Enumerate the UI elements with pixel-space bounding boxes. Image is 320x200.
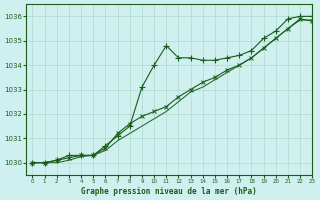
X-axis label: Graphe pression niveau de la mer (hPa): Graphe pression niveau de la mer (hPa) xyxy=(82,187,257,196)
